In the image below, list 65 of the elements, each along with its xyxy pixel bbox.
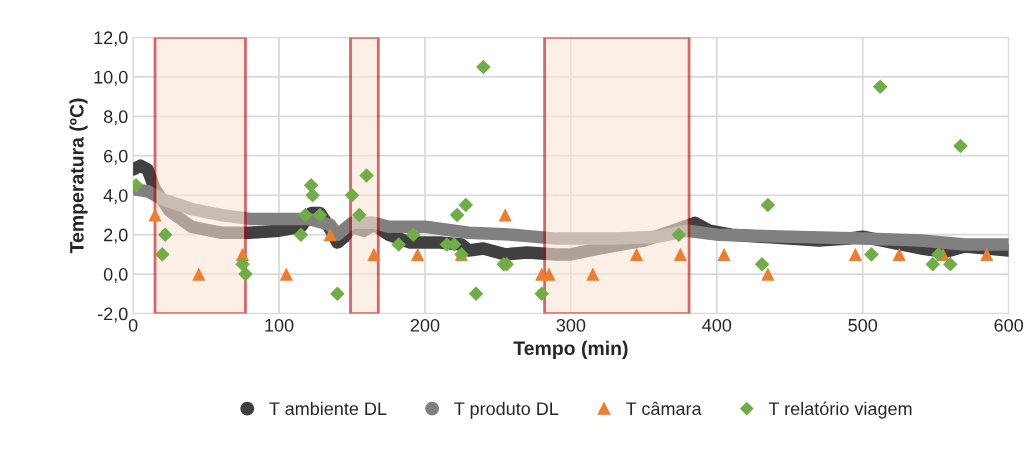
point	[238, 266, 253, 282]
x-axis-title: Tempo (min)	[513, 340, 628, 359]
point	[761, 267, 775, 281]
x-tick-label: 600	[994, 318, 1023, 332]
legend-label: T ambiente DL	[269, 401, 387, 416]
point	[717, 247, 731, 261]
point	[848, 247, 863, 261]
point	[534, 286, 549, 302]
point	[359, 168, 374, 183]
point	[458, 197, 474, 213]
point	[498, 208, 512, 222]
point	[352, 207, 367, 223]
y-tick-label: 0,0	[103, 268, 128, 283]
x-tick-label: 500	[848, 318, 878, 332]
point	[157, 227, 173, 242]
point	[892, 247, 906, 261]
x-tick-label: 400	[702, 318, 732, 332]
point	[673, 247, 687, 261]
y-tick-label: 12,0	[94, 31, 128, 47]
point	[872, 79, 888, 95]
point	[980, 247, 994, 261]
point	[629, 247, 644, 261]
point	[754, 256, 770, 272]
point	[312, 207, 328, 223]
point	[476, 59, 491, 75]
legend-label: T relatório viagem	[768, 401, 912, 419]
y-tick-label: -2,0	[97, 307, 128, 323]
point	[279, 267, 293, 281]
x-tick-label: 100	[265, 318, 294, 332]
point	[235, 256, 250, 272]
point	[298, 207, 313, 223]
x-tick-label: 300	[556, 318, 586, 332]
y-tick-label: 6,0	[104, 149, 128, 165]
point	[406, 227, 421, 242]
point	[449, 207, 465, 223]
y-tick-label: 2,0	[104, 228, 128, 244]
point	[155, 247, 170, 262]
y-axis-title: Temperatura (ºC)	[69, 98, 88, 254]
point	[925, 256, 941, 272]
legend-label: T produto DL	[454, 401, 559, 419]
point	[760, 197, 776, 213]
point	[192, 267, 206, 281]
point	[323, 228, 337, 242]
point	[148, 208, 162, 222]
point	[391, 237, 406, 252]
point	[344, 187, 360, 203]
point	[293, 227, 309, 242]
y-tick-label: 10,0	[94, 70, 128, 86]
x-tick-label: 0	[128, 318, 138, 332]
point	[931, 247, 946, 262]
point	[671, 227, 687, 242]
point	[586, 267, 600, 281]
point	[942, 256, 958, 272]
legend-label: T câmara	[626, 401, 702, 416]
point	[864, 247, 879, 262]
point	[411, 247, 425, 261]
point	[305, 187, 320, 203]
point	[542, 267, 556, 281]
y-tick-label: 8,0	[103, 110, 128, 126]
point	[953, 138, 968, 154]
point	[468, 286, 484, 302]
point	[330, 286, 345, 302]
y-tick-label: 4,0	[103, 189, 128, 205]
point	[367, 247, 381, 261]
x-tick-label: 200	[410, 318, 440, 332]
